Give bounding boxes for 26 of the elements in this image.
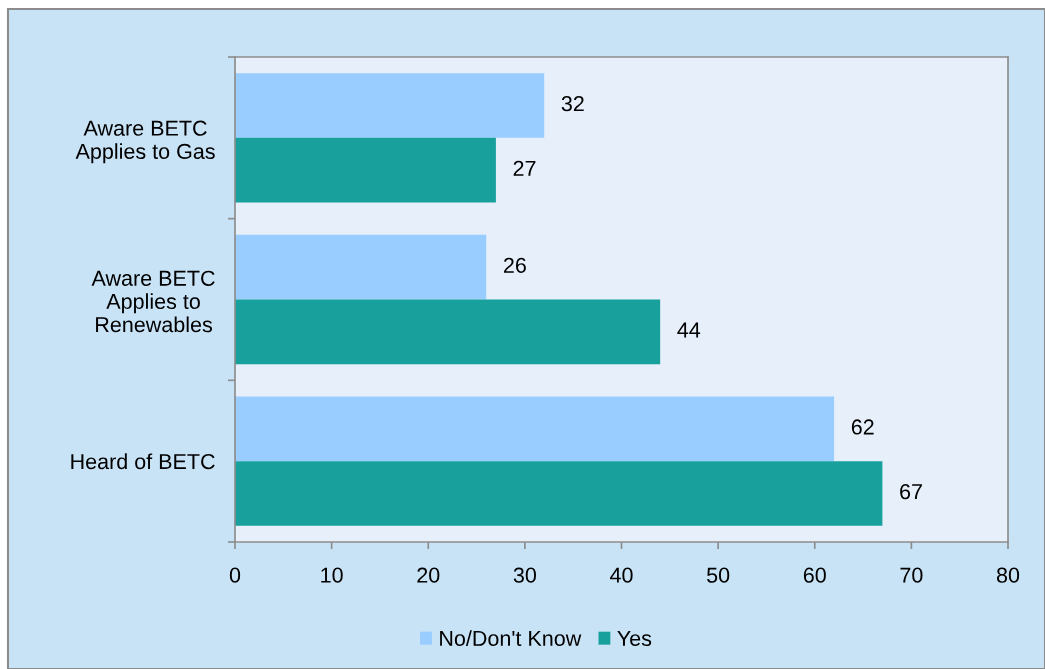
data-label: 26 bbox=[503, 257, 526, 273]
bar bbox=[235, 73, 545, 138]
data-label: 32 bbox=[561, 96, 584, 112]
x-tick-label: 50 bbox=[707, 567, 730, 583]
bar bbox=[235, 234, 487, 300]
y-tick-label: Heard of BETC bbox=[71, 453, 215, 470]
x-tick-label: 80 bbox=[996, 567, 1020, 583]
x-tick-label: 40 bbox=[610, 567, 633, 583]
y-tick-label: Aware BETC Applies to Renewables bbox=[91, 270, 215, 333]
data-label: 67 bbox=[900, 484, 922, 500]
legend-label: Yes bbox=[617, 630, 652, 647]
bar bbox=[235, 396, 835, 462]
x-tick-label: 60 bbox=[803, 567, 826, 583]
x-tick-label: 20 bbox=[417, 567, 440, 583]
x-tick-label: 0 bbox=[229, 567, 241, 583]
y-tick-label: Aware BETC Applies to Gas bbox=[75, 120, 215, 164]
bar bbox=[235, 299, 661, 365]
data-label: 62 bbox=[851, 419, 874, 435]
legend-label: No/Don't Know bbox=[440, 630, 582, 647]
x-tick-label: 30 bbox=[513, 567, 537, 583]
bar bbox=[235, 461, 883, 526]
data-label: 27 bbox=[513, 160, 536, 176]
x-tick-label: 10 bbox=[321, 567, 343, 583]
bar bbox=[235, 137, 496, 203]
x-tick-label: 70 bbox=[900, 567, 923, 583]
data-label: 44 bbox=[677, 322, 701, 338]
